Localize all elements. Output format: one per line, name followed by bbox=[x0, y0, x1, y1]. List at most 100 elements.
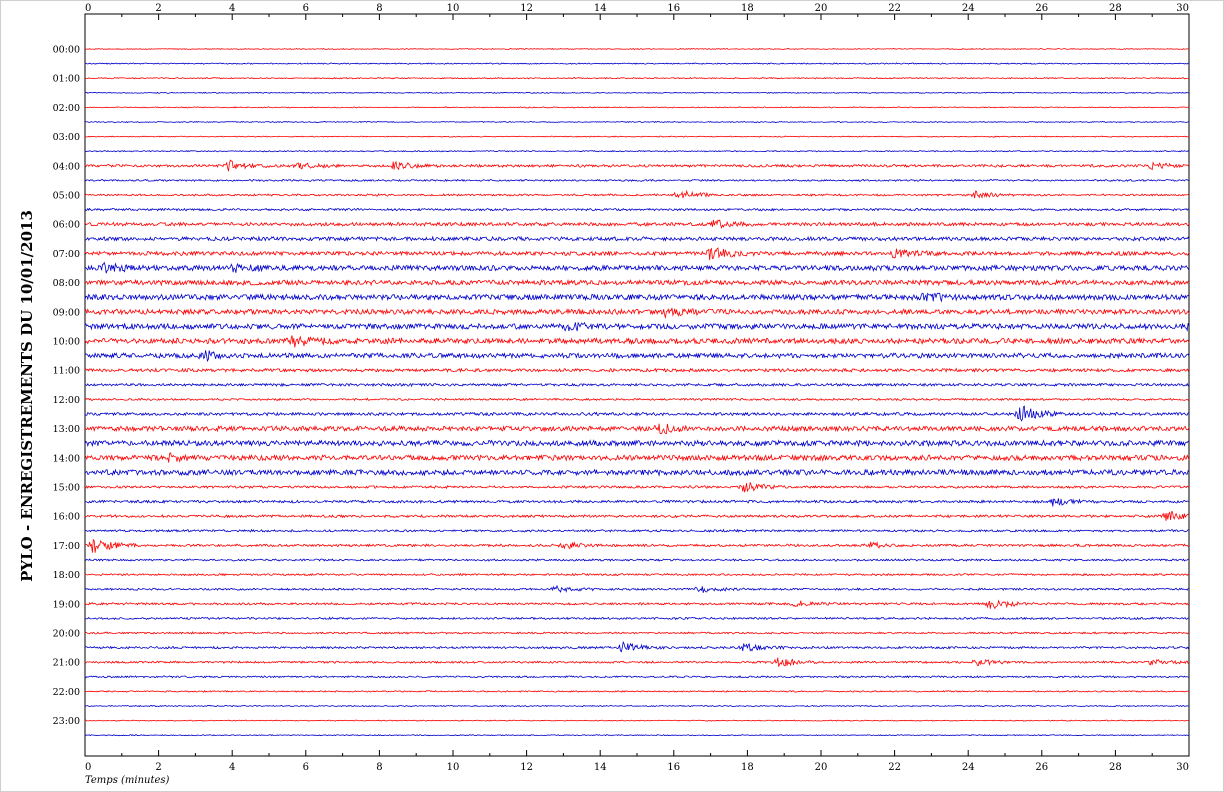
trace-line bbox=[84, 178, 1190, 183]
hour-label: 10:00 bbox=[53, 337, 80, 348]
trace-line bbox=[84, 397, 1190, 402]
hour-label: 21:00 bbox=[53, 658, 80, 669]
trace-line bbox=[84, 640, 1190, 653]
top-tick-label: 30 bbox=[1176, 3, 1189, 14]
hour-label: 15:00 bbox=[53, 483, 80, 494]
seismic-traces bbox=[84, 47, 1190, 737]
trace-line bbox=[84, 482, 1190, 493]
hour-label: 18:00 bbox=[53, 570, 80, 581]
trace-line bbox=[84, 76, 1190, 80]
hour-label: 00:00 bbox=[53, 45, 80, 56]
top-tick-label: 28 bbox=[1109, 3, 1122, 14]
top-tick-label: 26 bbox=[1035, 3, 1048, 14]
top-tick-label: 12 bbox=[520, 3, 533, 14]
trace-line bbox=[84, 235, 1190, 242]
top-tick-label: 0 bbox=[85, 3, 91, 14]
trace-line bbox=[84, 616, 1190, 621]
top-tick-label: 6 bbox=[303, 3, 309, 14]
bottom-tick-label: 16 bbox=[667, 762, 680, 773]
trace-line bbox=[84, 189, 1190, 199]
trace-line bbox=[84, 135, 1190, 138]
top-tick-label: 2 bbox=[155, 3, 161, 14]
bottom-tick-label: 12 bbox=[520, 762, 533, 773]
trace-line bbox=[84, 689, 1190, 693]
hour-label: 04:00 bbox=[53, 161, 80, 172]
trace-line bbox=[84, 468, 1190, 477]
hour-label: 16:00 bbox=[53, 512, 80, 523]
trace-line bbox=[84, 528, 1190, 533]
trace-line bbox=[84, 367, 1190, 373]
trace-line bbox=[84, 511, 1190, 521]
trace-line bbox=[84, 292, 1190, 303]
hour-label: 20:00 bbox=[53, 629, 80, 640]
hour-label: 05:00 bbox=[53, 191, 80, 202]
bottom-tick-label: 18 bbox=[741, 762, 754, 773]
bottom-tick-label: 0 bbox=[85, 762, 91, 773]
trace-line bbox=[84, 452, 1190, 464]
trace-line bbox=[84, 321, 1190, 332]
top-tick-label: 10 bbox=[447, 3, 460, 14]
hour-label: 07:00 bbox=[53, 249, 80, 260]
trace-line bbox=[84, 159, 1190, 172]
trace-line bbox=[84, 307, 1190, 320]
trace-line bbox=[84, 106, 1190, 109]
trace-line bbox=[84, 498, 1190, 507]
hour-label: 13:00 bbox=[53, 424, 80, 435]
bottom-tick-label: 10 bbox=[447, 762, 460, 773]
trace-line bbox=[84, 719, 1190, 722]
top-tick-label: 14 bbox=[594, 3, 607, 14]
trace-line bbox=[84, 335, 1190, 348]
trace-line bbox=[84, 278, 1190, 287]
hour-labels: 00:00 01:00 02:00 03:00 04:00 05:00 06:00 07:00… bbox=[53, 45, 80, 728]
trace-line bbox=[84, 538, 1190, 553]
trace-line bbox=[84, 207, 1190, 212]
trace-line bbox=[84, 47, 1190, 51]
hour-label: 11:00 bbox=[53, 366, 80, 377]
top-tick-label: 20 bbox=[815, 3, 828, 14]
trace-line bbox=[84, 423, 1190, 435]
top-axis: 0 2 4 6 8 10 12 14 16 18 20 22 24 26 28 30 bbox=[84, 3, 1190, 20]
trace-line bbox=[84, 734, 1190, 737]
trace-line bbox=[84, 704, 1190, 708]
top-tick-label: 24 bbox=[962, 3, 975, 14]
trace-line bbox=[84, 572, 1190, 577]
bottom-tick-label: 28 bbox=[1109, 762, 1122, 773]
trace-line bbox=[84, 382, 1190, 388]
trace-line bbox=[84, 261, 1190, 274]
bottom-tick-label: 26 bbox=[1035, 762, 1048, 773]
hour-label: 06:00 bbox=[53, 220, 80, 231]
hour-label: 19:00 bbox=[53, 599, 80, 610]
trace-line bbox=[84, 62, 1190, 65]
bottom-axis: 0 2 4 6 8 10 12 14 16 18 20 22 24 26 28 30 bbox=[84, 750, 1190, 773]
hour-label: 22:00 bbox=[53, 687, 80, 698]
top-tick-label: 16 bbox=[667, 3, 680, 14]
bottom-tick-label: 24 bbox=[962, 762, 975, 773]
hour-label: 14:00 bbox=[53, 453, 80, 464]
hour-label: 17:00 bbox=[53, 541, 80, 552]
trace-line bbox=[84, 631, 1190, 635]
hour-label: 02:00 bbox=[53, 103, 80, 114]
trace-line bbox=[84, 219, 1190, 229]
trace-line bbox=[84, 405, 1190, 422]
trace-line bbox=[84, 247, 1190, 261]
trace-line bbox=[84, 675, 1190, 679]
bottom-tick-label: 6 bbox=[303, 762, 309, 773]
top-tick-label: 4 bbox=[229, 3, 235, 14]
trace-line bbox=[84, 149, 1190, 153]
trace-line bbox=[84, 599, 1190, 610]
hour-label: 12:00 bbox=[53, 395, 80, 406]
hour-label: 08:00 bbox=[53, 278, 80, 289]
bottom-tick-label: 20 bbox=[815, 762, 828, 773]
bottom-tick-label: 30 bbox=[1176, 762, 1189, 773]
trace-line bbox=[84, 120, 1190, 124]
top-tick-label: 22 bbox=[888, 3, 901, 14]
x-axis-label: Temps (minutes) bbox=[85, 775, 170, 786]
trace-line bbox=[84, 558, 1190, 562]
bottom-tick-label: 4 bbox=[229, 762, 235, 773]
hour-label: 23:00 bbox=[53, 716, 80, 727]
hour-label: 09:00 bbox=[53, 307, 80, 318]
bottom-tick-label: 2 bbox=[155, 762, 161, 773]
bottom-tick-label: 22 bbox=[888, 762, 901, 773]
trace-line bbox=[84, 439, 1190, 448]
trace-line bbox=[84, 584, 1190, 593]
